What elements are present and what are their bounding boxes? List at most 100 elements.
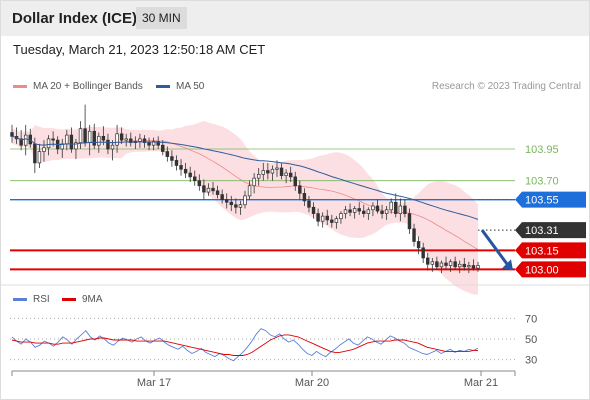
candle-72 [339, 211, 343, 224]
timeframe-badge[interactable]: 30 MIN [136, 7, 187, 29]
candle-68 [320, 212, 325, 228]
candle-83 [389, 198, 393, 214]
level-tag-bg-3 [515, 242, 586, 259]
candle-89 [416, 236, 421, 255]
legend-swatch-ma50 [156, 84, 170, 88]
candle-65 [307, 195, 311, 213]
candle-body-101 [471, 265, 476, 269]
candle-51 [243, 190, 247, 209]
candle-body-41 [197, 180, 202, 187]
candle-7 [42, 140, 46, 162]
candle-93 [435, 256, 439, 270]
candle-body-74 [348, 209, 352, 213]
level-label-4: 103.00 [525, 264, 559, 276]
level-label-0: 103.95 [525, 144, 559, 156]
candle-58 [275, 160, 279, 177]
candle-80 [375, 199, 380, 214]
candle-body-71 [334, 218, 339, 223]
candle-22 [110, 140, 115, 161]
candle-42 [202, 179, 206, 200]
candle-body-11 [60, 143, 64, 150]
legend-ma20: MA 20 + Bollinger Bands [13, 81, 143, 92]
candle-body-35 [170, 156, 174, 161]
candle-body-69 [325, 215, 329, 221]
candle-body-7 [42, 147, 46, 152]
candle-body-66 [311, 206, 316, 214]
research-credit: Research © 2023 Trading Central [431, 81, 581, 92]
candle-body-61 [288, 172, 293, 178]
candle-body-8 [46, 138, 51, 149]
candle-25 [124, 133, 128, 147]
candle-body-95 [444, 262, 448, 266]
candle-88 [412, 223, 416, 247]
candle-97 [453, 256, 457, 270]
ma50-line [11, 135, 479, 220]
candle-31 [151, 137, 156, 151]
x-tick-label-1: Mar 20 [295, 377, 329, 389]
candle-body-26 [129, 138, 133, 144]
candle-body-54 [256, 173, 261, 179]
candle-44 [211, 181, 215, 195]
candle-body-18 [92, 130, 96, 146]
candle-body-77 [362, 210, 366, 214]
candle-body-99 [462, 263, 467, 268]
candle-body-51 [243, 195, 247, 206]
candle-47 [225, 193, 229, 209]
candle-67 [316, 208, 320, 227]
header-bar: Dollar Index (ICE) 30 MIN [0, 0, 590, 36]
level-tag-4: 103.00 [515, 261, 586, 278]
legend-ma50: MA 50 [156, 81, 204, 92]
candle-body-46 [220, 194, 224, 201]
candle-34 [165, 146, 170, 162]
candle-14 [74, 138, 78, 160]
candle-95 [444, 256, 448, 270]
candle-body-39 [188, 172, 192, 178]
candle-body-58 [275, 167, 279, 170]
candle-body-6 [37, 151, 42, 164]
instrument-title: Dollar Index (ICE) [12, 10, 138, 27]
candle-70 [330, 214, 334, 228]
candle-body-59 [279, 167, 284, 176]
candle-body-19 [97, 135, 101, 146]
candle-35 [170, 150, 174, 167]
candle-37 [179, 159, 183, 176]
candle-body-80 [375, 205, 380, 212]
candle-41 [197, 174, 202, 191]
candle-30 [147, 137, 151, 151]
candle-body-43 [206, 187, 211, 193]
legend-9ma: 9MA [62, 294, 103, 305]
candle-body-36 [174, 160, 179, 166]
level-tag-3: 103.15 [515, 242, 586, 259]
candle-79 [371, 202, 375, 217]
level-label-2: 103.55 [525, 195, 559, 207]
candle-body-86 [403, 205, 407, 214]
candle-24 [119, 127, 124, 144]
candle-body-97 [453, 261, 457, 268]
candle-body-81 [380, 210, 384, 214]
candle-body-68 [320, 215, 325, 222]
candle-98 [458, 260, 462, 274]
candle-body-79 [371, 205, 375, 211]
candle-body-73 [343, 209, 348, 214]
candle-43 [206, 183, 211, 196]
candle-body-67 [316, 213, 320, 222]
candle-body-31 [151, 141, 156, 146]
candle-57 [270, 165, 275, 181]
candle-body-60 [284, 172, 288, 176]
candle-77 [362, 204, 366, 218]
candle-body-78 [366, 209, 371, 214]
candle-body-89 [416, 241, 421, 249]
candle-body-100 [467, 265, 471, 268]
candle-body-83 [389, 201, 393, 211]
candle-body-25 [124, 138, 128, 141]
candle-body-102 [476, 265, 480, 269]
candle-body-63 [298, 185, 302, 194]
candle-54 [256, 168, 261, 186]
candle-body-50 [238, 204, 243, 208]
legend-9ma-label: 9MA [82, 294, 103, 305]
candle-73 [343, 206, 348, 219]
candle-body-88 [412, 228, 416, 242]
rsi-tick-2: 30 [525, 355, 537, 367]
candle-3 [23, 124, 28, 156]
